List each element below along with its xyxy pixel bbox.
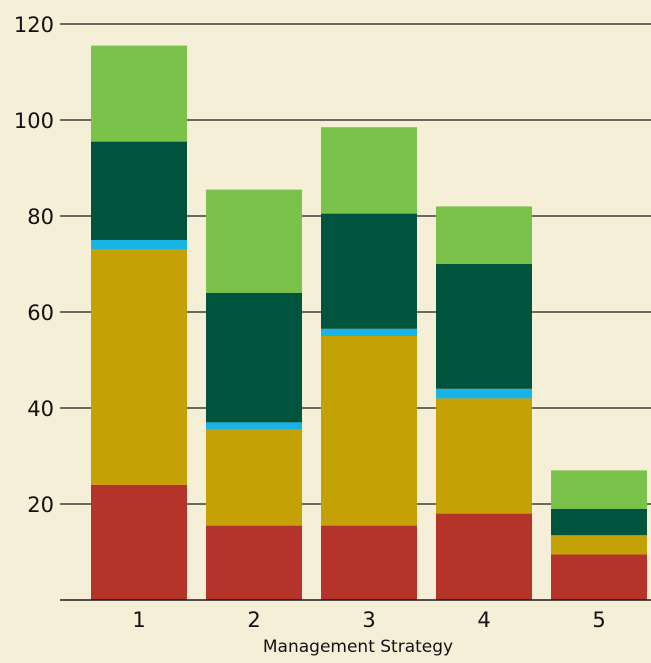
bars [91, 45, 647, 600]
x-tick-labels: 1 2 3 4 5 [132, 608, 605, 632]
bar-segment-cat3-layer1 [321, 525, 417, 600]
x-tick-label-4: 4 [477, 608, 490, 632]
bar-segment-cat4-layer1 [436, 513, 532, 600]
x-tick-label-2: 2 [247, 608, 260, 632]
bar-segment-cat5-layer4 [551, 508, 647, 536]
bar-segment-cat3-layer3 [321, 328, 417, 336]
y-tick-labels: 20 40 60 80 100 120 [14, 13, 54, 517]
bar-segment-cat4-layer3 [436, 388, 532, 399]
bar-segment-cat4-layer5 [436, 206, 532, 264]
x-tick-label-5: 5 [592, 608, 605, 632]
bar-segment-cat3-layer5 [321, 127, 417, 214]
bar-segment-cat3-layer2 [321, 336, 417, 526]
y-tick-label-60: 60 [27, 301, 54, 325]
bar-segment-cat2-layer1 [206, 525, 302, 600]
bar-segment-cat2-layer5 [206, 189, 302, 293]
bar-segment-cat1-layer4 [91, 141, 187, 240]
y-tick-label-40: 40 [27, 397, 54, 421]
x-axis-title: Management Strategy [263, 637, 453, 657]
bar-segment-cat5-layer2 [551, 535, 647, 555]
y-tick-label-80: 80 [27, 205, 54, 229]
bar-segment-cat2-layer4 [206, 292, 302, 423]
bar-segment-cat2-layer3 [206, 422, 302, 430]
bar-segment-cat4-layer2 [436, 398, 532, 514]
bar-segment-cat4-layer4 [436, 264, 532, 389]
bar-segment-cat2-layer2 [206, 429, 302, 526]
y-tick-label-120: 120 [14, 13, 54, 37]
bar-segment-cat1-layer3 [91, 240, 187, 250]
bar-segment-cat1-layer2 [91, 249, 187, 485]
y-tick-label-20: 20 [27, 493, 54, 517]
x-tick-label-3: 3 [362, 608, 375, 632]
bar-segment-cat5-layer5 [551, 470, 647, 509]
bar-segment-cat1-layer1 [91, 484, 187, 600]
bar-segment-cat1-layer5 [91, 45, 187, 142]
bar-segment-cat5-layer1 [551, 554, 647, 600]
bar-segment-cat3-layer4 [321, 213, 417, 329]
x-tick-label-1: 1 [132, 608, 145, 632]
y-tick-label-100: 100 [14, 109, 54, 133]
